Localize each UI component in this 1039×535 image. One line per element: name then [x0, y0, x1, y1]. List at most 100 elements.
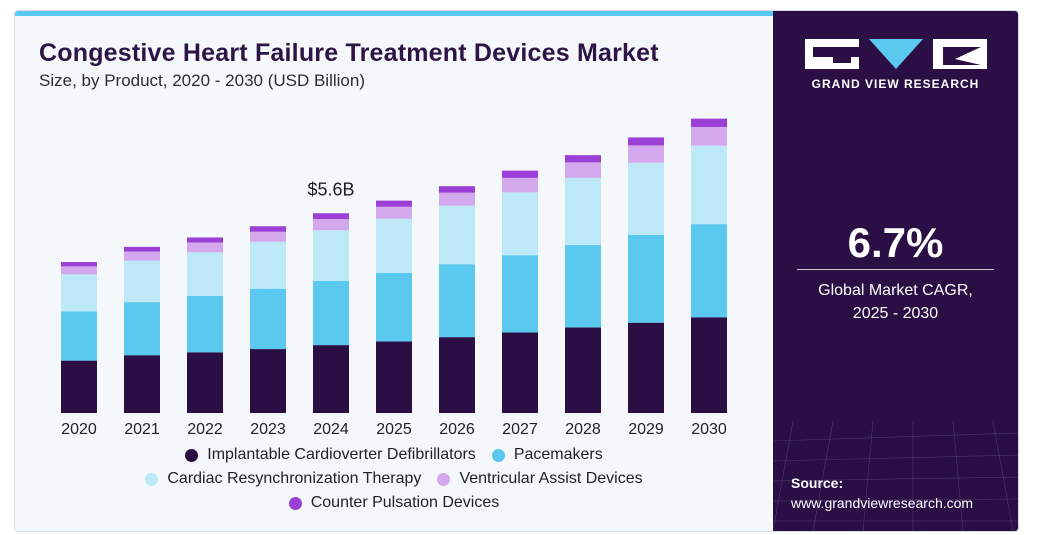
x-tick-label: 2021: [124, 421, 160, 438]
decorative-grid: [773, 421, 1018, 531]
bar-implantable-cardioverter-defibrillators-2024: [313, 345, 349, 413]
legend-swatch: [185, 448, 199, 462]
source-link[interactable]: www.grandviewresearch.com: [791, 495, 974, 511]
legend-label: Pacemakers: [513, 446, 603, 463]
stacked-bar-chart: 2020 2021 2022 2023 2024 $5.6B 2025 2026 2027 202…: [61, 118, 727, 438]
grand-view-research-logo: [805, 39, 987, 69]
legend-label: Ventricular Assist Devices: [459, 470, 643, 487]
x-tick-label: 2029: [628, 421, 664, 438]
bar-implantable-cardioverter-defibrillators-2026: [439, 337, 475, 413]
legend-swatch: [288, 496, 302, 510]
bar-ventricular-assist-devices-2029: [628, 145, 664, 163]
legend-row: Counter Pulsation Devices: [15, 491, 773, 515]
bar-counter-pulsation-devices-2030: [691, 118, 727, 127]
chart-legend: Implantable Cardioverter Defibrillators P…: [15, 443, 773, 515]
bar-pacemakers-2022: [187, 295, 223, 353]
bar-pacemakers-2028: [565, 245, 601, 328]
bar-counter-pulsation-devices-2020: [61, 262, 97, 267]
bar-counter-pulsation-devices-2027: [502, 170, 538, 178]
x-tick-label: 2028: [565, 421, 601, 438]
legend-item-cardiac-resynchronization-therapy: Cardiac Resynchronization Therapy: [145, 470, 421, 488]
x-tick-label: 2030: [691, 421, 727, 438]
bar-implantable-cardioverter-defibrillators-2023: [250, 349, 286, 413]
bar-cardiac-resynchronization-therapy-2026: [439, 205, 475, 265]
bar-cardiac-resynchronization-therapy-2020: [61, 274, 97, 312]
bar-counter-pulsation-devices-2029: [628, 137, 664, 146]
bar-pacemakers-2021: [124, 302, 160, 356]
cagr-label-line2: 2025 - 2030: [852, 305, 939, 322]
bar-pacemakers-2029: [628, 234, 664, 323]
bar-pacemakers-2020: [61, 311, 97, 361]
legend-item-counter-pulsation-devices: Counter Pulsation Devices: [288, 494, 500, 512]
bar-counter-pulsation-devices-2021: [124, 246, 160, 252]
divider: [797, 269, 994, 270]
x-tick-label: 2022: [187, 421, 223, 438]
legend-label: Counter Pulsation Devices: [310, 494, 500, 511]
bar-implantable-cardioverter-defibrillators-2022: [187, 352, 223, 413]
bar-implantable-cardioverter-defibrillators-2025: [376, 341, 412, 413]
bar-pacemakers-2026: [439, 264, 475, 338]
x-tick-label: 2025: [376, 421, 412, 438]
cagr-label-line1: Global Market CAGR,: [818, 282, 973, 299]
bar-implantable-cardioverter-defibrillators-2021: [124, 355, 160, 413]
cagr-label: Global Market CAGR, 2025 - 2030: [773, 279, 1018, 325]
chart-panel: Congestive Heart Failure Treatment Devic…: [15, 11, 773, 531]
bar-ventricular-assist-devices-2024: [313, 219, 349, 231]
bar-counter-pulsation-devices-2026: [439, 186, 475, 193]
bar-counter-pulsation-devices-2028: [565, 155, 601, 163]
source-label: Source:: [791, 475, 844, 491]
brand-name: GRAND VIEW RESEARCH: [811, 77, 980, 91]
data-label-2024: $5.6B: [307, 179, 354, 199]
legend-item-pacemakers: Pacemakers: [491, 446, 603, 464]
bar-cardiac-resynchronization-therapy-2021: [124, 260, 160, 303]
bar-ventricular-assist-devices-2021: [124, 251, 160, 261]
bar-cardiac-resynchronization-therapy-2028: [565, 177, 601, 246]
bar-implantable-cardioverter-defibrillators-2030: [691, 317, 727, 413]
x-tick-label: 2023: [250, 421, 286, 438]
bar-cardiac-resynchronization-therapy-2030: [691, 145, 727, 225]
bar-counter-pulsation-devices-2022: [187, 237, 223, 243]
bar-pacemakers-2025: [376, 272, 412, 342]
legend-item-ventricular-assist-devices: Ventricular Assist Devices: [437, 470, 643, 488]
bar-ventricular-assist-devices-2026: [439, 192, 475, 206]
bar-implantable-cardioverter-defibrillators-2027: [502, 332, 538, 413]
bar-ventricular-assist-devices-2020: [61, 266, 97, 275]
infographic-card: Congestive Heart Failure Treatment Devic…: [14, 10, 1019, 532]
bar-pacemakers-2027: [502, 255, 538, 333]
bar-cardiac-resynchronization-therapy-2022: [187, 252, 223, 296]
legend-row: Cardiac Resynchronization Therapy Ventric…: [15, 467, 773, 491]
bar-ventricular-assist-devices-2025: [376, 206, 412, 219]
x-tick-label: 2024: [313, 421, 349, 438]
bar-cardiac-resynchronization-therapy-2025: [376, 218, 412, 273]
legend-label: Cardiac Resynchronization Therapy: [167, 470, 422, 487]
bar-cardiac-resynchronization-therapy-2029: [628, 162, 664, 235]
legend-row: Implantable Cardioverter Defibrillators P…: [15, 443, 773, 467]
summary-panel: GRAND VIEW RESEARCH 6.7% Global Market C…: [773, 11, 1018, 531]
bar-ventricular-assist-devices-2027: [502, 177, 538, 193]
x-tick-label: 2027: [502, 421, 538, 438]
bar-cardiac-resynchronization-therapy-2027: [502, 192, 538, 256]
legend-swatch: [437, 472, 451, 486]
bar-counter-pulsation-devices-2023: [250, 226, 286, 232]
source-note: Source: www.grandviewresearch.com: [791, 473, 973, 513]
chart-subtitle: Size, by Product, 2020 - 2030 (USD Billi…: [39, 71, 365, 90]
bar-ventricular-assist-devices-2023: [250, 231, 286, 242]
legend-swatch: [145, 472, 159, 486]
bar-ventricular-assist-devices-2030: [691, 126, 727, 146]
x-tick-label: 2020: [61, 421, 97, 438]
cagr-value: 6.7%: [847, 219, 944, 266]
bar-counter-pulsation-devices-2025: [376, 200, 412, 207]
bar-pacemakers-2030: [691, 224, 727, 318]
bar-implantable-cardioverter-defibrillators-2020: [61, 360, 97, 413]
legend-item-implantable-cardioverter-defibrillators: Implantable Cardioverter Defibrillators: [185, 446, 476, 464]
legend-label: Implantable Cardioverter Defibrillators: [207, 446, 476, 463]
bar-cardiac-resynchronization-therapy-2024: [313, 230, 349, 281]
accent-bar: [15, 11, 773, 16]
bar-pacemakers-2024: [313, 280, 349, 346]
bar-ventricular-assist-devices-2022: [187, 242, 223, 253]
chart-title: Congestive Heart Failure Treatment Devic…: [39, 39, 659, 67]
legend-swatch: [491, 448, 505, 462]
bar-counter-pulsation-devices-2024: [313, 213, 349, 220]
bar-pacemakers-2023: [250, 288, 286, 350]
bar-implantable-cardioverter-defibrillators-2028: [565, 327, 601, 413]
